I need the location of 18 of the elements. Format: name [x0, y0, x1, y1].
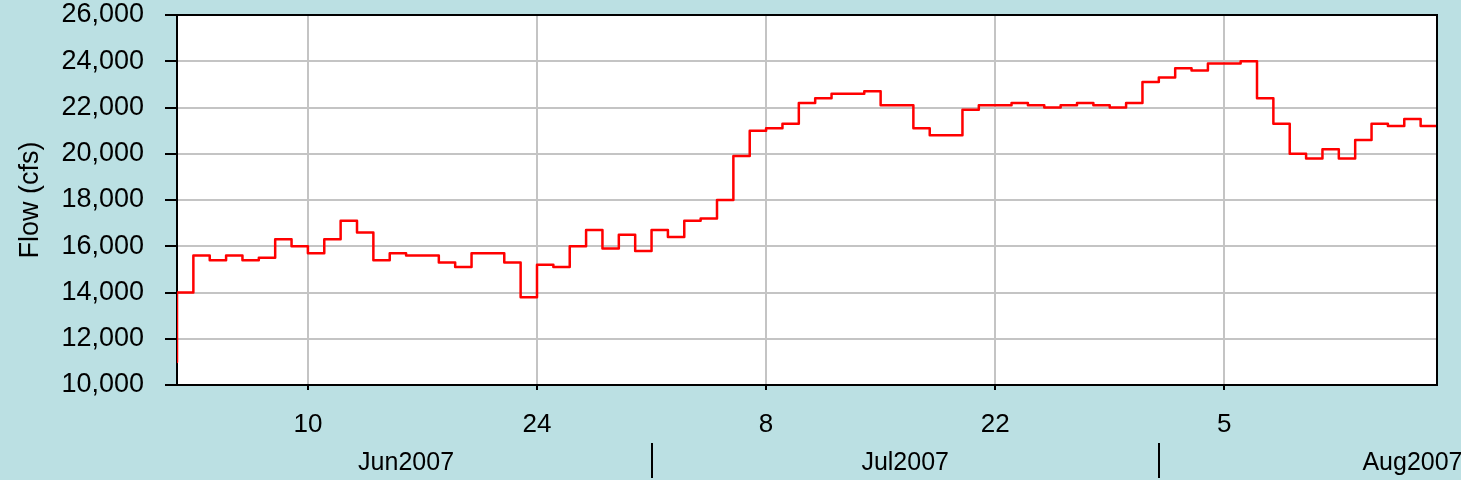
y-tick-label: 12,000	[61, 322, 144, 353]
y-tick-label: 24,000	[61, 44, 144, 75]
x-tick-label: 5	[1217, 407, 1232, 438]
y-tick-label: 10,000	[61, 368, 144, 399]
x2-tick-label: Jul2007	[861, 446, 949, 475]
y-tick-label: 16,000	[61, 229, 144, 260]
x-tick-label: 8	[758, 407, 774, 438]
x-tick-label: 22	[980, 407, 1010, 438]
x-tick-label: 10	[293, 407, 323, 438]
y-tick-label: 14,000	[61, 275, 144, 306]
y-tick-label: 26,000	[61, 0, 144, 29]
y-tick-label: 18,000	[61, 183, 144, 214]
y-axis-title: Flow (cfs)	[13, 141, 44, 259]
x2-tick-label: Jun2007	[358, 446, 455, 475]
y-tick-label: 22,000	[61, 90, 144, 121]
y-tick-label: 20,000	[61, 137, 144, 168]
x2-tick-label: Aug2007	[1362, 446, 1461, 475]
x-tick-label: 24	[522, 407, 552, 438]
